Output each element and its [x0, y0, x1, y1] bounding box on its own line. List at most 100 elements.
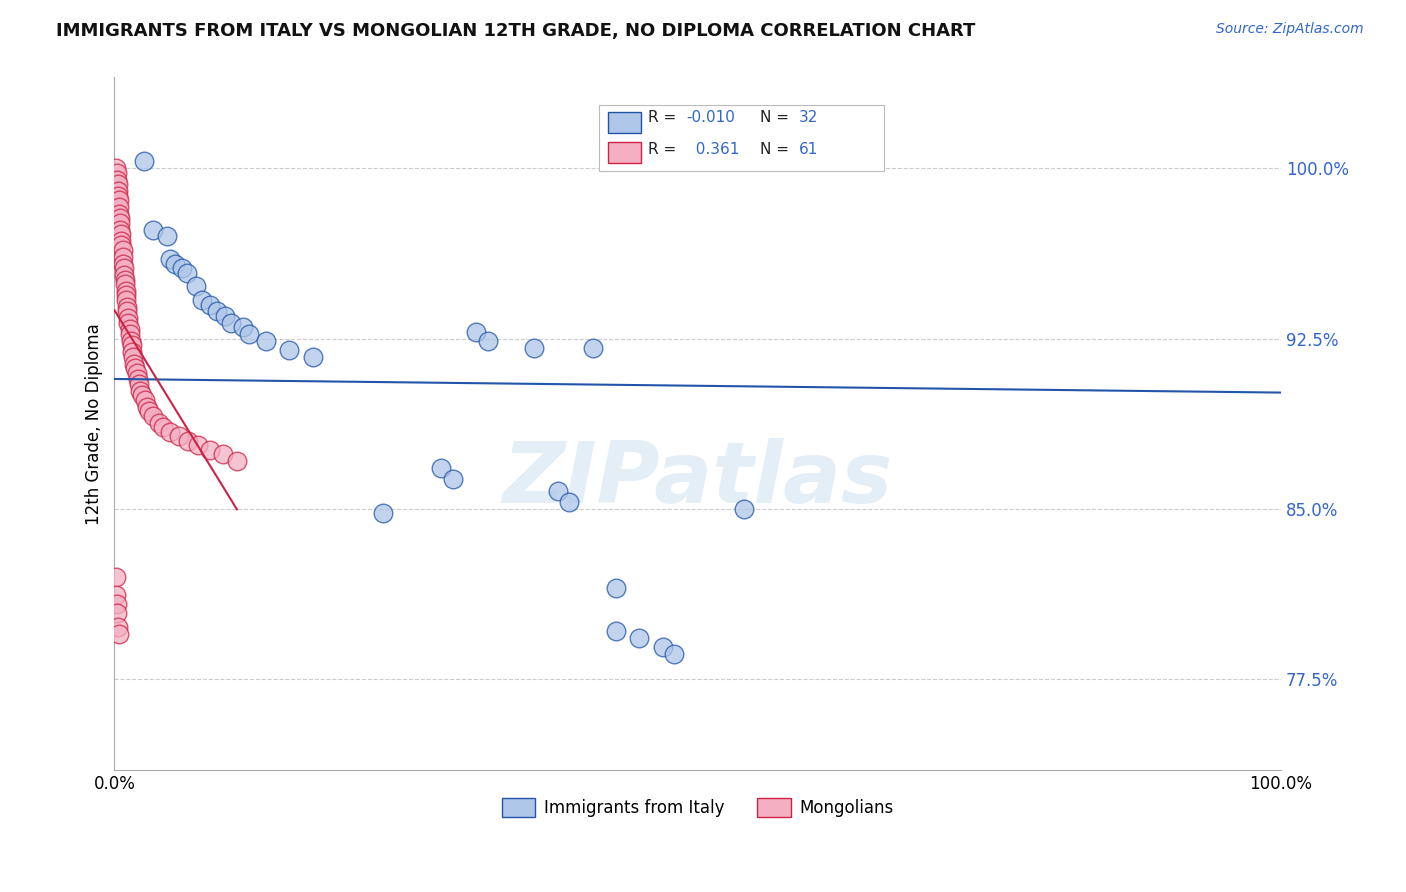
- Text: 32: 32: [799, 111, 818, 126]
- Point: [117, 300, 139, 314]
- Point: [114, 277, 136, 291]
- Point: [129, 384, 152, 398]
- Point: [214, 309, 236, 323]
- Point: [582, 341, 605, 355]
- Point: [118, 326, 141, 341]
- Point: [110, 238, 132, 252]
- Point: [112, 268, 135, 282]
- Point: [108, 626, 131, 640]
- Point: [110, 234, 132, 248]
- Point: [121, 338, 143, 352]
- Text: IMMIGRANTS FROM ITALY VS MONGOLIAN 12TH GRADE, NO DIPLOMA CORRELATION CHART: IMMIGRANTS FROM ITALY VS MONGOLIAN 12TH …: [56, 22, 976, 40]
- Point: [628, 632, 651, 646]
- Point: [165, 257, 187, 271]
- Point: [111, 243, 134, 257]
- Point: [117, 304, 139, 318]
- Point: [108, 193, 131, 207]
- Point: [605, 624, 627, 639]
- Point: [117, 316, 139, 330]
- Point: [238, 326, 260, 341]
- Point: [605, 582, 627, 596]
- Text: ZIPatlas: ZIPatlas: [502, 438, 893, 521]
- Point: [477, 334, 499, 348]
- Point: [105, 166, 128, 180]
- Legend: Immigrants from Italy, Mongolians: Immigrants from Italy, Mongolians: [495, 791, 900, 824]
- Point: [170, 261, 193, 276]
- Point: [225, 454, 247, 468]
- Point: [176, 266, 198, 280]
- Point: [651, 640, 673, 655]
- Text: N =: N =: [759, 142, 793, 157]
- Point: [127, 372, 149, 386]
- Point: [441, 472, 464, 486]
- FancyBboxPatch shape: [607, 142, 641, 162]
- Point: [108, 207, 131, 221]
- Text: R =: R =: [648, 111, 681, 126]
- Point: [124, 361, 146, 376]
- Point: [156, 229, 179, 244]
- Point: [104, 161, 127, 176]
- Point: [191, 293, 214, 307]
- Point: [138, 404, 160, 418]
- Point: [159, 425, 181, 439]
- Point: [111, 257, 134, 271]
- FancyBboxPatch shape: [599, 105, 884, 171]
- Point: [142, 409, 165, 423]
- Point: [142, 222, 165, 236]
- Point: [107, 184, 129, 198]
- Point: [187, 438, 209, 452]
- Point: [107, 177, 129, 191]
- Point: [105, 597, 128, 611]
- Point: [159, 252, 181, 266]
- Point: [733, 501, 755, 516]
- Point: [115, 293, 138, 307]
- Point: [148, 416, 170, 430]
- Point: [664, 647, 686, 661]
- Point: [136, 400, 159, 414]
- Point: [128, 376, 150, 391]
- Point: [547, 483, 569, 498]
- Point: [134, 392, 156, 407]
- FancyBboxPatch shape: [607, 112, 641, 133]
- Point: [177, 434, 200, 448]
- Point: [108, 200, 131, 214]
- Point: [132, 154, 155, 169]
- Point: [110, 222, 132, 236]
- Point: [125, 366, 148, 380]
- Point: [523, 341, 546, 355]
- Point: [114, 272, 136, 286]
- Y-axis label: 12th Grade, No Diploma: 12th Grade, No Diploma: [86, 323, 103, 524]
- Point: [110, 227, 132, 241]
- Text: Source: ZipAtlas.com: Source: ZipAtlas.com: [1216, 22, 1364, 37]
- Point: [219, 316, 242, 330]
- Point: [121, 345, 143, 359]
- Point: [105, 172, 128, 186]
- Point: [430, 461, 453, 475]
- Point: [254, 334, 277, 348]
- Point: [110, 216, 132, 230]
- Point: [371, 507, 394, 521]
- Text: 0.361: 0.361: [686, 142, 740, 157]
- Text: 61: 61: [799, 142, 818, 157]
- Point: [465, 325, 488, 339]
- Point: [110, 211, 132, 226]
- Text: -0.010: -0.010: [686, 111, 735, 126]
- Text: R =: R =: [648, 142, 681, 157]
- Point: [205, 304, 228, 318]
- Point: [104, 570, 127, 584]
- Point: [112, 261, 135, 276]
- Point: [558, 495, 581, 509]
- Point: [198, 442, 221, 457]
- Point: [167, 429, 190, 443]
- Point: [198, 297, 221, 311]
- Point: [115, 284, 138, 298]
- Point: [122, 350, 145, 364]
- Point: [120, 334, 142, 348]
- Point: [107, 620, 129, 634]
- Point: [118, 322, 141, 336]
- Point: [184, 279, 207, 293]
- Point: [301, 350, 323, 364]
- Point: [105, 607, 128, 621]
- Text: N =: N =: [759, 111, 793, 126]
- Point: [107, 188, 129, 202]
